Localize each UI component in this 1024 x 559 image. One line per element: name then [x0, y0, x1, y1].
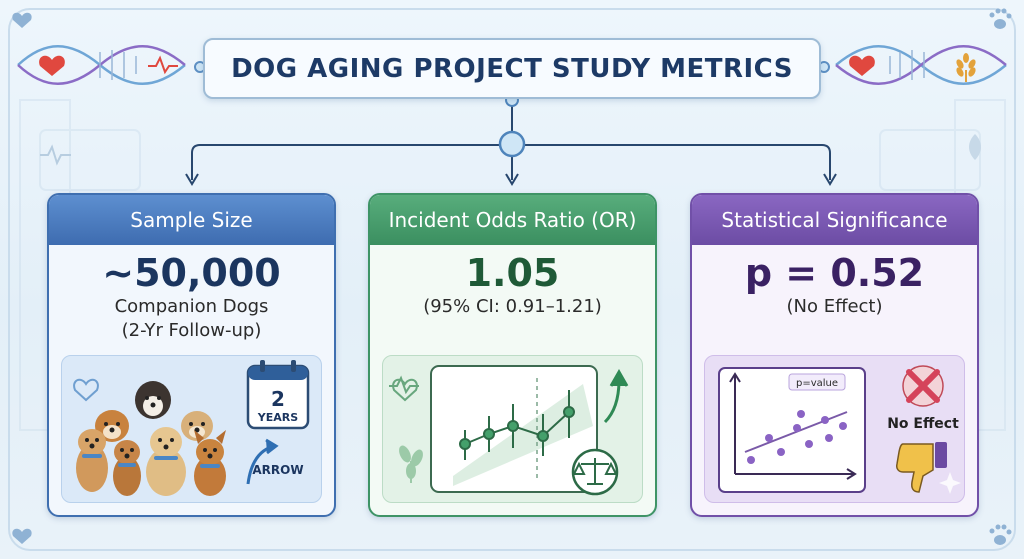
verdict-label: No Effect: [887, 416, 959, 432]
card-value: 1.05: [465, 251, 560, 295]
up-arrow-icon: [603, 368, 629, 424]
x-mark-icon: [902, 365, 944, 407]
thumbs-down-icon: [896, 442, 947, 493]
heart-icon: [39, 55, 65, 76]
sparkle-icon: [939, 472, 961, 494]
card-odds-ratio: Incident Odds Ratio (OR) 1.05 (95% CI: 0…: [368, 193, 657, 517]
card-header: Incident Odds Ratio (OR): [370, 195, 655, 245]
corner-heart-icon: [12, 12, 32, 28]
paw-icon: [989, 8, 1012, 29]
heart-pulse-icon: [389, 375, 419, 395]
dna-helix-icon: [17, 45, 186, 85]
card-header: Sample Size: [49, 195, 334, 245]
chart-tag: p=value: [796, 378, 838, 389]
leaf-icon: [399, 445, 423, 483]
card-value: ~50,000: [102, 251, 281, 295]
calendar-number: 2: [271, 387, 285, 411]
card-header: Statistical Significance: [692, 195, 977, 245]
dna-helix-icon: [835, 45, 1007, 85]
pulse-icon: [148, 55, 178, 75]
connector-lines: [185, 100, 837, 186]
card-statistical-significance: Statistical Significance p = 0.52 (No Ef…: [690, 193, 979, 517]
balance-scale-icon: [571, 448, 619, 496]
dog-group-icon: [76, 381, 226, 496]
card-value: p = 0.52: [744, 251, 925, 295]
bg-leaf-icon: [969, 134, 981, 160]
card-subtitle-line1: (95% CI: 0.91–1.21): [423, 296, 602, 317]
wheat-icon: [956, 53, 976, 82]
arrow-label: ARROW: [252, 463, 303, 477]
card-subtitle-line2: (2-Yr Follow-up): [121, 320, 262, 341]
illustration-panel: 2 YEARS ARROW: [61, 355, 322, 503]
illustration-panel: [382, 355, 643, 503]
title-banner: DOG AGING PROJECT STUDY METRICS: [203, 38, 821, 99]
illustration-panel: p=value No Effect: [704, 355, 965, 503]
card-sample-size: Sample Size ~50,000 Companion Dogs (2-Yr…: [47, 193, 336, 517]
heart-pulse-icon: [73, 378, 99, 402]
scatter-plot-icon: p=value: [718, 367, 866, 493]
heart-icon: [849, 55, 875, 76]
calendar-icon: 2 YEARS: [246, 360, 310, 430]
outer-frame: [8, 8, 1016, 551]
calendar-label: YEARS: [257, 411, 298, 424]
corner-heart-icon: [12, 528, 32, 544]
curved-arrow-icon: [246, 438, 279, 485]
paw-icon: [989, 524, 1012, 545]
card-subtitle-line1: Companion Dogs: [114, 296, 269, 317]
card-subtitle-line1: (No Effect): [786, 296, 883, 317]
bg-pulse-icon: [40, 144, 71, 166]
page-title: DOG AGING PROJECT STUDY METRICS: [231, 53, 793, 84]
